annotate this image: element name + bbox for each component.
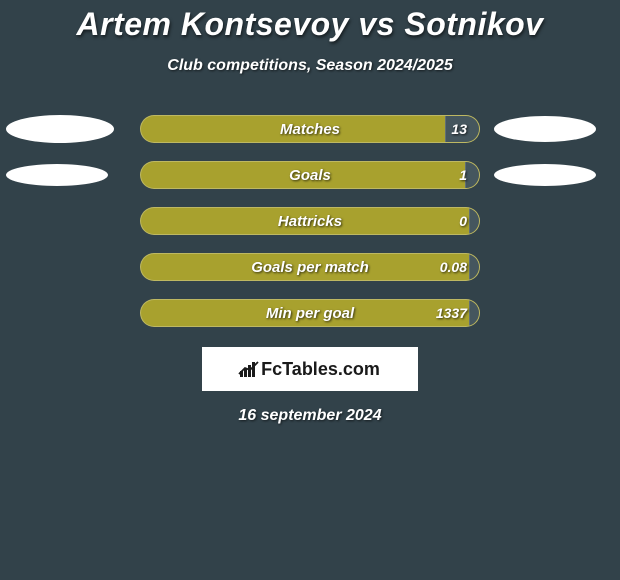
stat-bar-dark xyxy=(469,208,479,234)
player-right-marker xyxy=(494,116,596,142)
stat-value: 0.08 xyxy=(440,259,467,275)
site-logo[interactable]: FcTables.com xyxy=(202,347,418,391)
logo-text: FcTables.com xyxy=(261,359,380,380)
stat-row: Matches 13 xyxy=(0,115,620,143)
player-left-marker xyxy=(6,115,114,143)
stat-bar-dark xyxy=(465,162,479,188)
stat-label: Goals xyxy=(289,167,331,184)
stat-value: 13 xyxy=(451,121,467,137)
chart-icon xyxy=(240,362,255,377)
stat-value: 1337 xyxy=(436,305,467,321)
date-text: 16 september 2024 xyxy=(238,407,381,425)
page-title: Artem Kontsevoy vs Sotnikov xyxy=(77,6,544,43)
subtitle: Club competitions, Season 2024/2025 xyxy=(167,57,452,75)
stat-label: Goals per match xyxy=(251,259,369,276)
stat-row: Goals 1 xyxy=(0,161,620,189)
stat-value: 0 xyxy=(459,213,467,229)
stat-label: Matches xyxy=(280,121,340,138)
player-left-marker xyxy=(6,164,108,186)
stat-label: Min per goal xyxy=(266,305,354,322)
player-right-marker xyxy=(494,164,596,186)
stat-row: Goals per match 0.08 xyxy=(0,253,620,281)
stat-bar: Hattricks 0 xyxy=(140,207,480,235)
stat-bar: Matches 13 xyxy=(140,115,480,143)
stat-bar-dark xyxy=(469,300,479,326)
stat-label: Hattricks xyxy=(278,213,342,230)
stat-row: Hattricks 0 xyxy=(0,207,620,235)
stat-bar: Min per goal 1337 xyxy=(140,299,480,327)
comparison-card: Artem Kontsevoy vs Sotnikov Club competi… xyxy=(0,0,620,425)
stat-bar-dark xyxy=(469,254,479,280)
stat-bar: Goals per match 0.08 xyxy=(140,253,480,281)
stat-row: Min per goal 1337 xyxy=(0,299,620,327)
stat-value: 1 xyxy=(459,167,467,183)
stat-bar: Goals 1 xyxy=(140,161,480,189)
stat-chart: Matches 13 Goals 1 Hattricks 0 Goals per match… xyxy=(0,115,620,327)
